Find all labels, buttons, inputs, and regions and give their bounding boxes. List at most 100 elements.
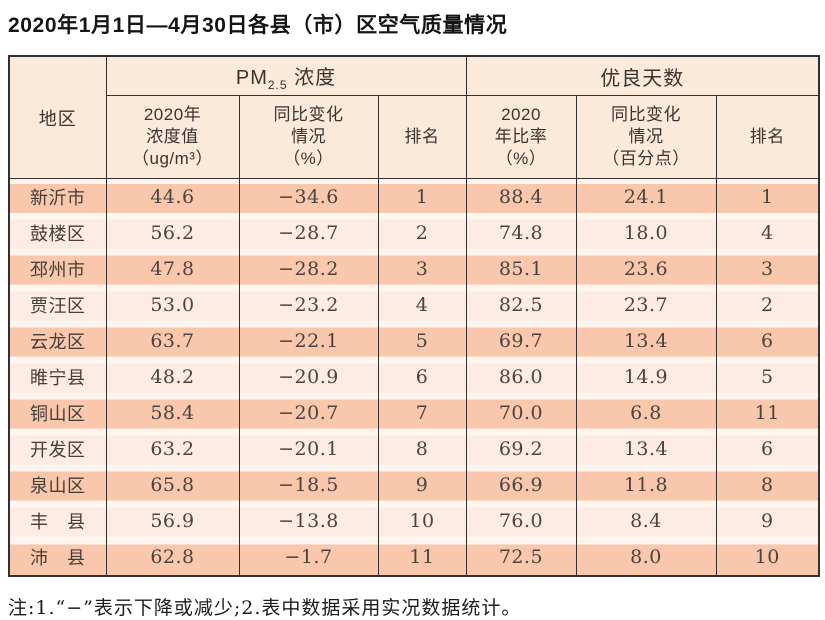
data-cell: −20.9 bbox=[238, 359, 379, 396]
data-cell: −1.7 bbox=[238, 539, 379, 577]
data-cell: −20.7 bbox=[238, 395, 379, 432]
data-cell: 82.5 bbox=[465, 287, 577, 324]
good-days-group-header: 优良天数 bbox=[465, 55, 820, 97]
pm25-label-subscript: 2.5 bbox=[267, 77, 288, 92]
region-cell: 丰 县 bbox=[8, 503, 107, 540]
pm25-label-suffix: 浓度 bbox=[287, 66, 337, 89]
data-cell: −28.7 bbox=[238, 215, 379, 252]
data-cell: 10 bbox=[377, 503, 467, 540]
data-cell: 69.2 bbox=[465, 431, 577, 468]
data-cell: 3 bbox=[377, 251, 467, 288]
data-cell: −18.5 bbox=[238, 467, 379, 504]
region-cell: 新沂市 bbox=[8, 178, 107, 216]
data-cell: 2 bbox=[377, 215, 467, 252]
data-cell: 9 bbox=[377, 467, 467, 504]
region-header-cell: 地区 bbox=[8, 55, 107, 180]
data-cell: 7 bbox=[377, 395, 467, 432]
table-row: 邳州市 47.8 −28.2 3 85.1 23.6 3 bbox=[8, 251, 820, 288]
data-cell: 8.4 bbox=[575, 503, 717, 540]
column-header-pm-rank: 排名 bbox=[377, 95, 467, 180]
data-cell: 4 bbox=[377, 287, 467, 324]
data-cell: 58.4 bbox=[105, 395, 240, 432]
region-cell: 邳州市 bbox=[8, 251, 107, 288]
data-cell: 24.1 bbox=[575, 178, 717, 216]
column-header-pm-value: 2020年 浓度值 （ug/m³） bbox=[105, 95, 240, 180]
data-cell: 10 bbox=[715, 539, 820, 577]
data-cell: 4 bbox=[715, 215, 820, 252]
table-row: 云龙区 63.7 −22.1 5 69.7 13.4 6 bbox=[8, 323, 820, 360]
data-cell: 11.8 bbox=[575, 467, 717, 504]
column-header-pm-change: 同比变化 情况 （%） bbox=[238, 95, 379, 180]
region-cell: 云龙区 bbox=[8, 323, 107, 360]
data-cell: 88.4 bbox=[465, 178, 577, 216]
data-cell: 53.0 bbox=[105, 287, 240, 324]
region-cell: 鼓楼区 bbox=[8, 215, 107, 252]
data-cell: 69.7 bbox=[465, 323, 577, 360]
page-title: 2020年1月1日—4月30日各县（市）区空气质量情况 bbox=[8, 14, 508, 37]
data-cell: 5 bbox=[715, 359, 820, 396]
data-cell: 86.0 bbox=[465, 359, 577, 396]
data-cell: −34.6 bbox=[238, 178, 379, 216]
table-row: 铜山区 58.4 −20.7 7 70.0 6.8 11 bbox=[8, 395, 820, 432]
data-cell: −23.2 bbox=[238, 287, 379, 324]
table-row: 贾汪区 53.0 −23.2 4 82.5 23.7 2 bbox=[8, 287, 820, 324]
table-row: 泉山区 65.8 −18.5 9 66.9 11.8 8 bbox=[8, 467, 820, 504]
region-cell: 沛 县 bbox=[8, 539, 107, 577]
air-quality-table: 地区 PM2.5 浓度 优良天数 2020年 浓度值 （ug/m³） 同比变化 … bbox=[8, 55, 820, 578]
data-cell: 13.4 bbox=[575, 323, 717, 360]
data-cell: 48.2 bbox=[105, 359, 240, 396]
data-cell: 65.8 bbox=[105, 467, 240, 504]
table-header: 地区 PM2.5 浓度 优良天数 2020年 浓度值 （ug/m³） 同比变化 … bbox=[8, 55, 820, 180]
data-cell: 62.8 bbox=[105, 539, 240, 577]
column-header-days-ratio: 2020 年比率 （%） bbox=[465, 95, 577, 180]
data-cell: 63.2 bbox=[105, 431, 240, 468]
data-cell: 1 bbox=[377, 178, 467, 216]
data-cell: 23.6 bbox=[575, 251, 717, 288]
pm25-group-header: PM2.5 浓度 bbox=[105, 55, 467, 97]
data-cell: 23.7 bbox=[575, 287, 717, 324]
region-cell: 泉山区 bbox=[8, 467, 107, 504]
data-cell: 1 bbox=[715, 178, 820, 216]
data-cell: 72.5 bbox=[465, 539, 577, 577]
data-cell: 11 bbox=[377, 539, 467, 577]
data-cell: 6 bbox=[377, 359, 467, 396]
data-cell: 63.7 bbox=[105, 323, 240, 360]
data-cell: 18.0 bbox=[575, 215, 717, 252]
data-cell: 11 bbox=[715, 395, 820, 432]
table-body: 新沂市 44.6 −34.6 1 88.4 24.1 1 鼓楼区 56.2 −28.7 2 74.8 1… bbox=[8, 178, 820, 577]
data-cell: 66.9 bbox=[465, 467, 577, 504]
region-cell: 开发区 bbox=[8, 431, 107, 468]
table-row: 沛 县 62.8 −1.7 11 72.5 8.0 10 bbox=[8, 539, 820, 577]
sub-header-row: 2020年 浓度值 （ug/m³） 同比变化 情况 （%） 排名 2020 年比… bbox=[9, 95, 820, 180]
region-cell: 铜山区 bbox=[8, 395, 107, 432]
data-cell: 3 bbox=[715, 251, 820, 288]
data-cell: 14.9 bbox=[575, 359, 717, 396]
data-cell: 44.6 bbox=[105, 178, 240, 216]
data-cell: 13.4 bbox=[575, 431, 717, 468]
data-cell: −20.1 bbox=[238, 431, 379, 468]
table-row: 丰 县 56.9 −13.8 10 76.0 8.4 9 bbox=[8, 503, 820, 540]
table-row: 开发区 63.2 −20.1 8 69.2 13.4 6 bbox=[8, 431, 820, 468]
data-cell: 56.9 bbox=[105, 503, 240, 540]
data-cell: 8.0 bbox=[575, 539, 717, 577]
pm25-label-prefix: PM bbox=[235, 66, 268, 89]
group-header-row: 地区 PM2.5 浓度 优良天数 bbox=[8, 55, 820, 180]
data-cell: 8 bbox=[715, 467, 820, 504]
table-row: 新沂市 44.6 −34.6 1 88.4 24.1 1 bbox=[8, 178, 820, 216]
data-cell: 85.1 bbox=[465, 251, 577, 288]
data-cell: 56.2 bbox=[105, 215, 240, 252]
data-cell: 6.8 bbox=[575, 395, 717, 432]
data-cell: 5 bbox=[377, 323, 467, 360]
table-row: 鼓楼区 56.2 −28.7 2 74.8 18.0 4 bbox=[8, 215, 820, 252]
region-cell: 睢宁县 bbox=[8, 359, 107, 396]
column-header-days-rank: 排名 bbox=[715, 95, 820, 180]
data-cell: 6 bbox=[715, 323, 820, 360]
data-cell: −22.1 bbox=[238, 323, 379, 360]
column-header-days-change: 同比变化 情况 （百分点） bbox=[575, 95, 717, 180]
footnote: 注:1.“−”表示下降或减少;2.表中数据采用实况数据统计。 bbox=[8, 597, 522, 620]
data-cell: 47.8 bbox=[105, 251, 240, 288]
data-cell: −28.2 bbox=[238, 251, 379, 288]
data-cell: −13.8 bbox=[238, 503, 379, 540]
data-cell: 74.8 bbox=[465, 215, 577, 252]
